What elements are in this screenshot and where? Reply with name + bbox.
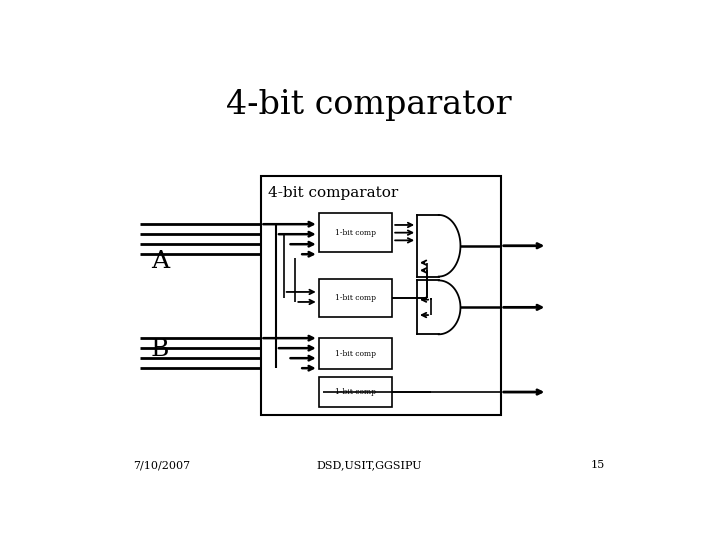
Bar xyxy=(319,338,392,369)
Text: B: B xyxy=(150,338,169,361)
Bar xyxy=(261,177,500,415)
Text: 1-bit comp: 1-bit comp xyxy=(335,349,376,357)
Bar xyxy=(319,377,392,408)
Polygon shape xyxy=(417,280,461,334)
Text: 7/10/2007: 7/10/2007 xyxy=(132,460,190,470)
Text: 4-bit comparator: 4-bit comparator xyxy=(226,89,512,121)
Text: 1-bit comp: 1-bit comp xyxy=(335,228,376,237)
Text: 15: 15 xyxy=(591,460,606,470)
Text: A: A xyxy=(150,249,168,273)
Text: 1-bit comp: 1-bit comp xyxy=(335,294,376,302)
Text: 1-bit comp: 1-bit comp xyxy=(335,388,376,396)
Polygon shape xyxy=(417,215,461,276)
Text: DSD,USIT,GGSIPU: DSD,USIT,GGSIPU xyxy=(316,460,422,470)
Bar xyxy=(319,213,392,252)
Text: 4-bit comparator: 4-bit comparator xyxy=(269,186,398,200)
Bar xyxy=(319,279,392,318)
